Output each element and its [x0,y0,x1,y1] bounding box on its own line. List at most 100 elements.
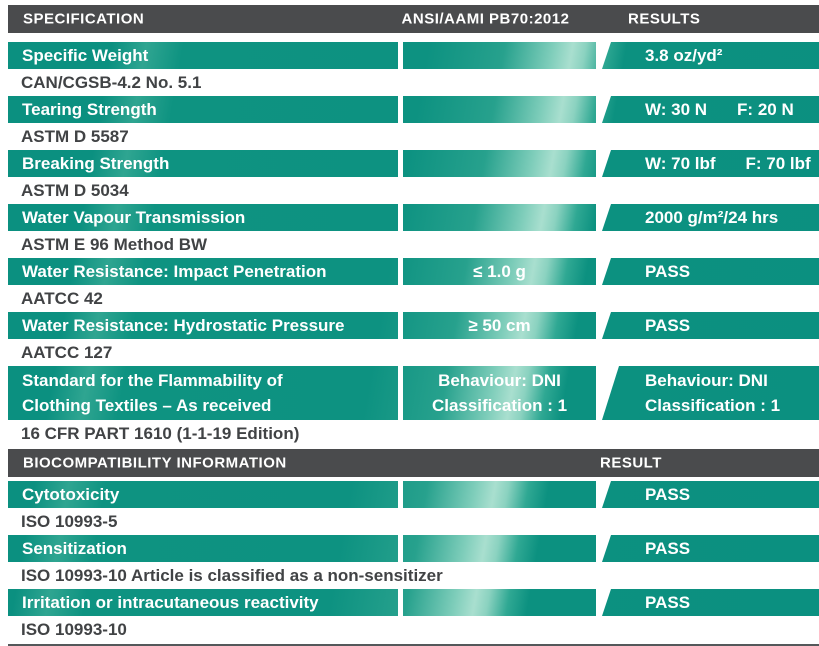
cell-specification: Water Resistance: Hydrostatic Pressure [8,312,398,339]
result-primary: W: 70 lbf [645,154,716,173]
cell-requirement [403,535,596,562]
cell-specification: Sensitization [8,535,398,562]
cell-specification: Water Resistance: Impact Penetration [8,258,398,285]
specification-label: Specific Weight [22,46,149,65]
result-value: Behaviour: DNI [645,368,819,393]
result-value: PASS [645,590,819,615]
cell-specification: Tearing Strength [8,96,398,123]
header-result-label: RESULTS [628,10,701,28]
header-left-label: BIOCOMPATIBILITY INFORMATION [23,454,287,472]
cell-result: W: 70 lbf F: 70 lbf [602,150,819,177]
cell-result: 3.8 oz/yd² [602,42,819,69]
result-primary: PASS [645,316,691,335]
result-value: 2000 g/m²/24 hrs [645,205,819,230]
specification-label: Water Resistance: Impact Penetration [22,262,327,281]
column-divider [398,366,403,420]
cell-result: PASS [602,535,819,562]
spacer [8,33,819,42]
table-row: Water Resistance: Hydrostatic Pressure ≥ … [8,312,819,366]
column-divider [398,312,403,339]
bottom-rule [8,644,819,646]
column-divider [596,535,602,562]
specification-label: Standard for the Flammability of [22,371,283,390]
result-primary: Behaviour: DNI [645,371,768,390]
cell-result: PASS [602,589,819,616]
section-header: SPECIFICATION ANSI/AAMI PB70:2012 RESULTS [8,5,819,33]
column-divider [398,96,403,123]
header-middle-label: ANSI/AAMI PB70:2012 [401,10,570,28]
specification-label: Cytotoxicity [22,485,120,504]
column-divider [398,258,403,285]
cell-result: PASS [602,312,819,339]
cell-specification: Irritation or intracutaneous reactivity [8,589,398,616]
result-primary: 3.8 oz/yd² [645,46,723,65]
column-divider [596,312,602,339]
requirement-value: Behaviour: DNI [438,371,561,390]
cell-requirement [403,204,596,231]
specification-label: Tearing Strength [22,100,157,119]
result-primary: PASS [645,593,691,612]
cell-specification: Standard for the Flammability of Clothing… [8,366,398,420]
header-result-label: RESULT [600,454,662,472]
cell-requirement: ≤ 1.0 g [403,258,596,285]
standard-reference: ASTM D 5587 [21,127,129,146]
cell-requirement [403,96,596,123]
specification-label: Irritation or intracutaneous reactivity [22,593,319,612]
cell-requirement: Behaviour: DNI Classification : 1 [403,366,596,420]
standard-reference: AATCC 42 [21,289,103,308]
specification-label: Water Vapour Transmission [22,208,246,227]
spec-bar: Irritation or intracutaneous reactivity P… [8,589,819,616]
result-primary: PASS [645,262,691,281]
cell-requirement [403,150,596,177]
table-row: Cytotoxicity PASS ISO 10993-5 [8,481,819,535]
column-divider [596,96,602,123]
column-divider [596,42,602,69]
spec-bar: Water Resistance: Impact Penetration ≤ 1.… [8,258,819,285]
result-primary: PASS [645,485,691,504]
column-divider [398,535,403,562]
table-row: Irritation or intracutaneous reactivity P… [8,589,819,643]
column-divider [398,481,403,508]
column-divider [398,204,403,231]
result-value-line2: Classification : 1 [645,396,781,415]
table-row: Specific Weight 3.8 oz/yd² CAN/CGSB-4.2 No… [8,42,819,96]
spec-bar: Breaking Strength W: 70 lbf F: 70 lbf [8,150,819,177]
column-divider [596,204,602,231]
standard-reference: 16 CFR PART 1610 (1-1-19 Edition) [21,424,300,443]
table-row: Water Vapour Transmission 2000 g/m²/24 hr… [8,204,819,258]
cell-result: PASS [602,258,819,285]
result-value: W: 70 lbf F: 70 lbf [645,151,819,176]
result-primary: PASS [645,539,691,558]
requirement-value: ≤ 1.0 g [473,262,526,281]
spec-bar: Specific Weight 3.8 oz/yd² [8,42,819,69]
specification-label-line2: Clothing Textiles – As received [22,396,272,415]
specification-label: Water Resistance: Hydrostatic Pressure [22,316,345,335]
table-row: Sensitization PASS ISO 10993-10 Article is… [8,535,819,589]
spec-bar: Sensitization PASS [8,535,819,562]
cell-requirement [403,589,596,616]
result-secondary: F: 70 lbf [745,154,811,173]
spec-bar: Water Resistance: Hydrostatic Pressure ≥ … [8,312,819,339]
requirement-value: ≥ 50 cm [468,316,531,335]
table-row: Tearing Strength W: 30 N F: 20 N ASTM D 558… [8,96,819,150]
result-secondary: F: 20 N [737,100,794,119]
specification-table: SPECIFICATION ANSI/AAMI PB70:2012 RESULTS S… [8,5,819,646]
cell-specification: Cytotoxicity [8,481,398,508]
standard-reference: ISO 10993-10 [21,620,127,639]
result-value: 3.8 oz/yd² [645,43,819,68]
table-row: Standard for the Flammability of Clothing… [8,366,819,447]
column-divider [596,150,602,177]
column-divider [596,481,602,508]
specification-label: Breaking Strength [22,154,170,173]
column-divider [398,589,403,616]
cell-requirement: ≥ 50 cm [403,312,596,339]
result-primary: 2000 g/m²/24 hrs [645,208,779,227]
standard-reference: ISO 10993-10 Article is classified as a … [21,566,443,585]
column-divider [398,150,403,177]
spec-bar: Standard for the Flammability of Clothing… [8,366,819,420]
spec-bar: Tearing Strength W: 30 N F: 20 N [8,96,819,123]
section-header: BIOCOMPATIBILITY INFORMATION RESULT [8,449,819,477]
standard-reference: AATCC 127 [21,343,113,362]
cell-result: W: 30 N F: 20 N [602,96,819,123]
standard-reference: ISO 10993-5 [21,512,118,531]
